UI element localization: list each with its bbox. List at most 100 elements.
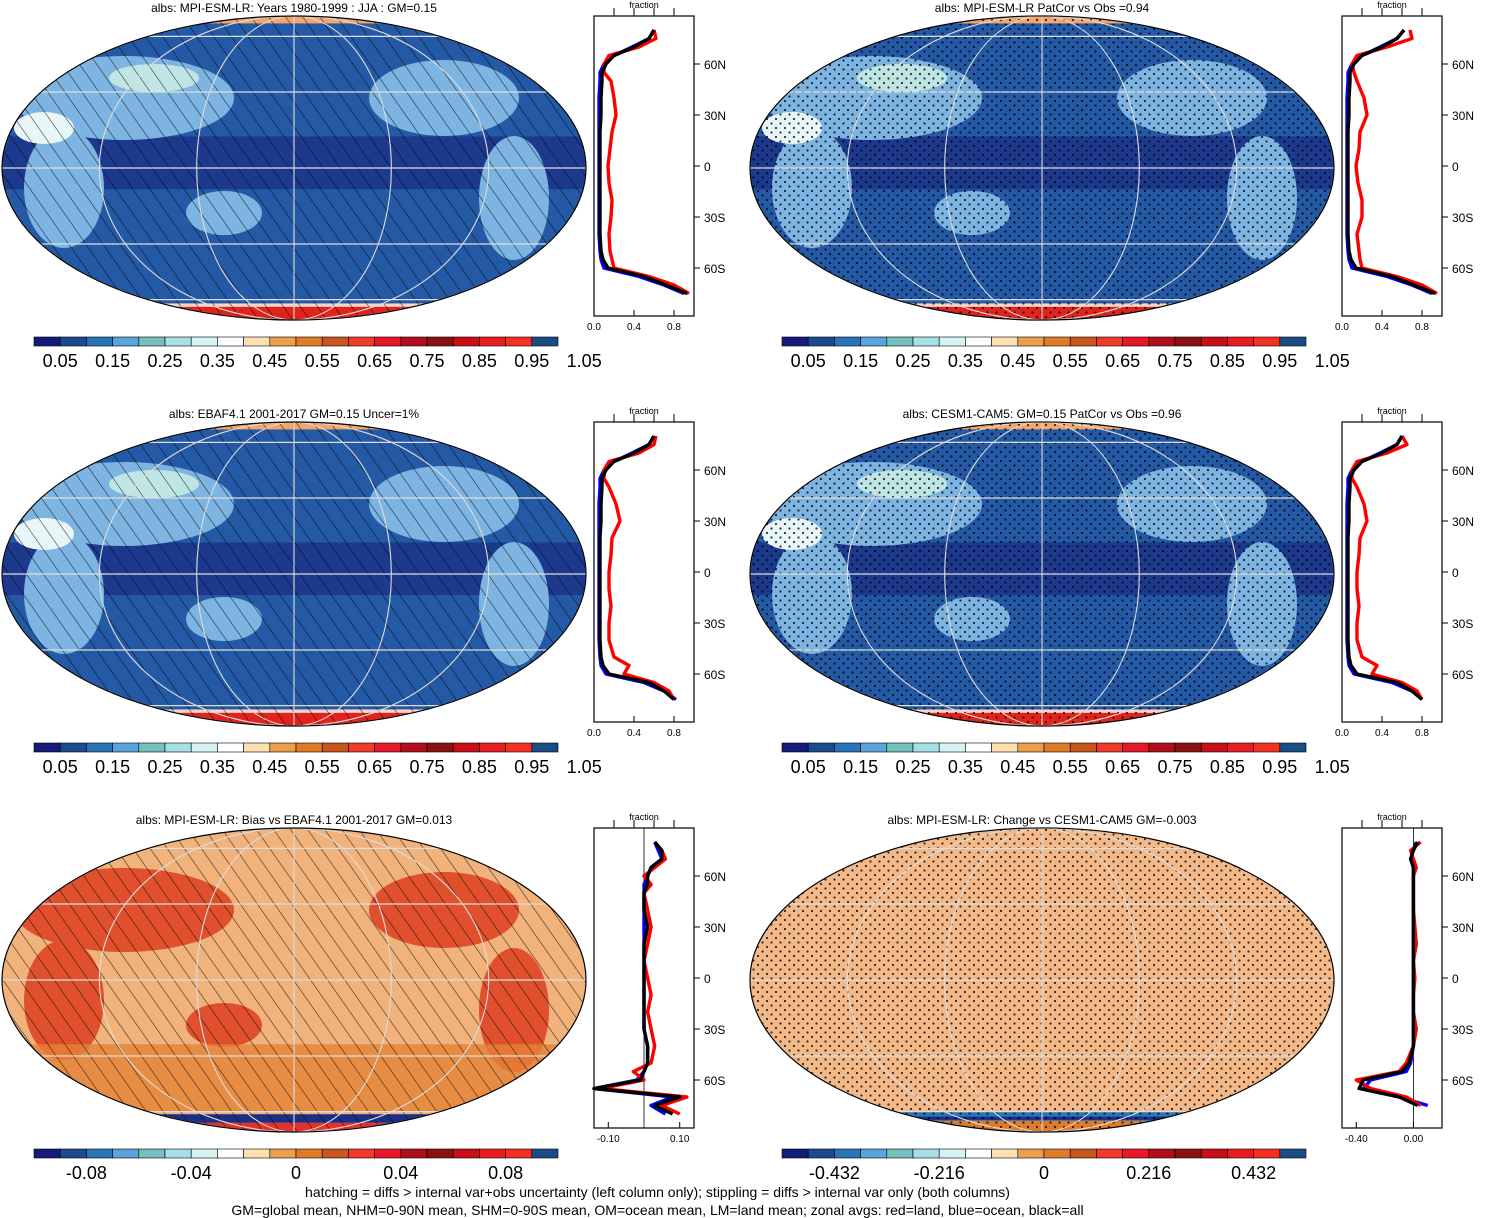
- colorbar-tick-label: 1.05: [567, 351, 602, 371]
- zonal-frame: [1341, 827, 1443, 1129]
- colorbar-cell: [807, 1148, 835, 1159]
- colorbar-tick-label: 0.65: [1105, 757, 1140, 777]
- zonal-title: fraction: [629, 406, 659, 416]
- colorbar-cell: [531, 336, 559, 347]
- zonal-title: fraction: [1377, 0, 1407, 10]
- colorbar-cell: [1069, 336, 1097, 347]
- zonal-lat-label: 0: [1452, 566, 1459, 580]
- colorbar-cell: [33, 1148, 61, 1159]
- map-title: albs: EBAF4.1 2001-2017 GM=0.15 Uncer=1%: [169, 407, 419, 421]
- colorbar-cell: [112, 1148, 140, 1159]
- colorbar-tick-label: 0.05: [791, 757, 826, 777]
- meridian-line: [846, 827, 1238, 1133]
- meridian-line: [98, 422, 490, 726]
- zonal-lat-label: 60N: [704, 58, 726, 72]
- map-border: [1, 15, 587, 321]
- meridian-line: [846, 421, 1238, 727]
- colorbar-cell: [269, 742, 297, 753]
- colorbar-cell: [217, 336, 244, 347]
- colorbar-cell: [1122, 1148, 1150, 1159]
- colorbar-tick-label: 0.75: [1157, 757, 1192, 777]
- colorbar-cell: [59, 1148, 87, 1159]
- zonal-lat-label: 60S: [1452, 1074, 1473, 1088]
- colorbar-cell: [374, 1148, 402, 1159]
- map-title: albs: CESM1-CAM5: GM=0.15 PatCor vs Obs …: [903, 407, 1182, 421]
- colorbar-cell: [1253, 1148, 1281, 1159]
- colorbar-cell: [531, 742, 559, 753]
- colorbar-cell: [1227, 1148, 1254, 1159]
- zonal-panel-3: fraction 0.0 0.4 0.8 60N 30N 0 30S 60S: [587, 406, 726, 739]
- colorbar-cell: [452, 1148, 480, 1159]
- footer-line-1: hatching = diffs > internal var+obs unce…: [305, 1184, 1010, 1200]
- zonal-lat-label: 30S: [704, 1023, 725, 1037]
- colorbar-tick-label: 0.75: [409, 351, 444, 371]
- zonal-title: fraction: [629, 0, 659, 10]
- map-panel-5: albs: MPI-ESM-LR: Bias vs EBAF4.1 2001-2…: [1, 813, 587, 1183]
- zonal-x-tick-label: 0.4: [1375, 322, 1389, 333]
- zonal-x-tick-label: 0.8: [1415, 322, 1429, 333]
- colorbar-cell: [1174, 336, 1202, 347]
- colorbar-cell: [1148, 1148, 1176, 1159]
- zonal-lat-label: 60N: [704, 870, 726, 884]
- colorbar-tick-label: 0.45: [1000, 757, 1035, 777]
- zonal-lat-label: 30S: [704, 617, 725, 631]
- colorbar-cell: [374, 742, 402, 753]
- colorbar-tick-label: 0.45: [252, 757, 287, 777]
- colorbar-tick-label: 0.25: [147, 757, 182, 777]
- colorbar-cell: [965, 1148, 992, 1159]
- colorbar-tick-label: 0.08: [488, 1163, 523, 1183]
- zonal-lat-label: 60S: [704, 1074, 725, 1088]
- colorbar-cell: [781, 742, 809, 753]
- colorbar-cell: [938, 1148, 966, 1159]
- colorbar-tick-label: 0.65: [357, 351, 392, 371]
- map-title: albs: MPI-ESM-LR: Bias vs EBAF4.1 2001-2…: [136, 813, 453, 827]
- colorbar-cell: [269, 336, 297, 347]
- colorbar-cell: [781, 336, 809, 347]
- colorbar-cell: [452, 742, 480, 753]
- map-panel-6: albs: MPI-ESM-LR: Change vs CESM1-CAM5 G…: [749, 813, 1335, 1183]
- colorbar-tick-label: 0.55: [305, 757, 340, 777]
- colorbar-cell: [1253, 336, 1281, 347]
- colorbar-cell: [190, 742, 218, 753]
- colorbar-cell: [479, 1148, 506, 1159]
- zonal-lat-label: 30S: [704, 211, 725, 225]
- colorbar-cell: [59, 336, 87, 347]
- colorbar-tick-label: 0.15: [843, 351, 878, 371]
- zonal-land-line: [1350, 435, 1424, 701]
- zonal-x-tick-label: 0.00: [1404, 1134, 1424, 1145]
- colorbar-tick-label: 0: [291, 1163, 301, 1183]
- colorbar-cell: [164, 1148, 192, 1159]
- meridian-line: [196, 16, 392, 320]
- zonal-lat-label: 30S: [1452, 617, 1473, 631]
- colorbar-cell: [834, 1148, 861, 1159]
- colorbar-cell: [1279, 1148, 1307, 1159]
- zonal-lat-label: 30S: [1452, 211, 1473, 225]
- colorbar-cell: [348, 336, 375, 347]
- colorbar-cell: [965, 742, 992, 753]
- colorbar-cell: [965, 336, 992, 347]
- figure: albs: MPI-ESM-LR: Years 1980-1999 : JJA …: [1, 0, 1474, 1183]
- colorbar-cell: [243, 742, 271, 753]
- zonal-lat-label: 30S: [1452, 1023, 1473, 1037]
- colorbar-cell: [479, 742, 506, 753]
- zonal-lat-label: 60S: [704, 262, 725, 276]
- colorbar-cell: [505, 1148, 533, 1159]
- zonal-x-tick-label: 0.0: [1335, 728, 1349, 739]
- zonal-lat-label: 60N: [1452, 464, 1474, 478]
- meridian-line: [98, 16, 490, 320]
- colorbar-cell: [781, 1148, 809, 1159]
- zonal-title: fraction: [1377, 812, 1407, 822]
- map-panel-1: albs: MPI-ESM-LR: Years 1980-1999 : JJA …: [1, 1, 602, 371]
- zonal-x-tick-label: 0.10: [670, 1134, 690, 1145]
- colorbar-cell: [426, 1148, 454, 1159]
- colorbar-cell: [531, 1148, 559, 1159]
- colorbar-cell: [33, 336, 61, 347]
- colorbar-cell: [374, 336, 402, 347]
- colorbar-tick-label: 1.05: [567, 757, 602, 777]
- map-border: [749, 421, 1335, 727]
- colorbar-cell: [164, 336, 192, 347]
- colorbar-cell: [452, 336, 480, 347]
- colorbar-cell: [138, 742, 166, 753]
- zonal-lat-label: 0: [704, 972, 711, 986]
- zonal-lat-label: 60S: [1452, 262, 1473, 276]
